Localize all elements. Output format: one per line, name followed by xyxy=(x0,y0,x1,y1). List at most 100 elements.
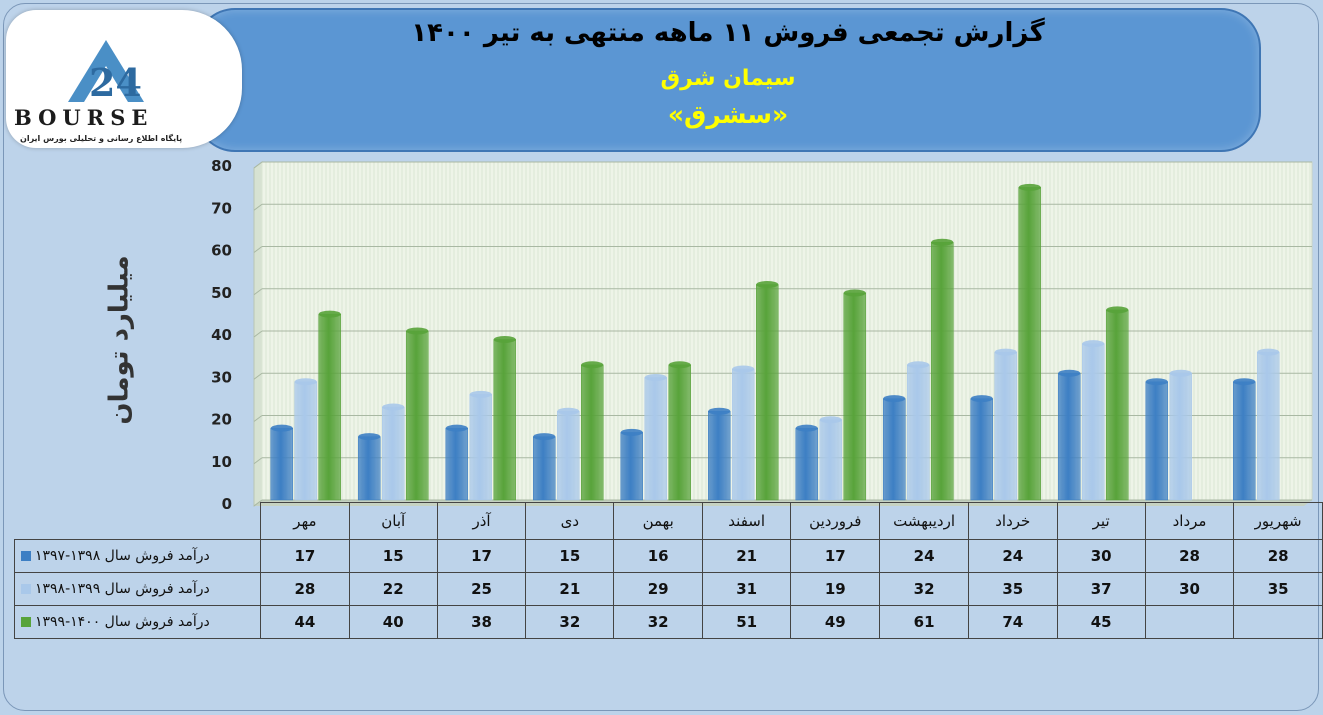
bar-cap xyxy=(557,407,580,415)
report-header: گزارش تجمعی فروش ۱۱ ماهه منتهی به تیر ۱۴… xyxy=(195,8,1261,152)
bar xyxy=(907,364,930,501)
month-label: خرداد xyxy=(968,502,1058,540)
series-legend-cell: درآمد فروش سال ۱۳۹۹-۱۳۹۸ xyxy=(13,572,262,606)
series-name: درآمد فروش سال ۱۳۹۸-۱۳۹۷ xyxy=(35,548,210,564)
month-label: شهریور xyxy=(1233,502,1323,540)
bar xyxy=(581,364,604,501)
ticker-symbol: «سشرق» xyxy=(667,100,789,129)
gridline-side xyxy=(253,161,263,169)
bar-cap xyxy=(732,365,755,373)
bar-cap xyxy=(819,416,842,424)
bar-cap xyxy=(1233,378,1256,386)
bar xyxy=(883,398,906,501)
bar-cap xyxy=(1169,369,1192,377)
data-label: 21 xyxy=(701,539,792,573)
data-label: 37 xyxy=(1056,572,1146,606)
bar-cap xyxy=(644,373,667,381)
bar-cap xyxy=(469,390,492,398)
bar xyxy=(819,419,842,501)
data-label xyxy=(1233,605,1323,639)
data-label: 44 xyxy=(260,605,350,639)
bar-cap xyxy=(620,428,643,436)
gridline-side xyxy=(253,246,263,253)
bar-cap xyxy=(708,407,731,415)
y-tick-label: 50 xyxy=(211,284,232,302)
bar xyxy=(756,284,779,501)
data-label: 30 xyxy=(1144,572,1235,606)
series-legend-cell: درآمد فروش سال ۱۳۹۸-۱۳۹۷ xyxy=(13,539,262,573)
data-label: 15 xyxy=(525,539,615,573)
data-label: 24 xyxy=(879,539,970,573)
table-header-row: مهر آبان آذر دی بهمن اسفند فروردین اردیبهشت خردا… xyxy=(15,502,1323,540)
bar-cap xyxy=(1257,348,1280,356)
bar xyxy=(1106,309,1129,501)
data-label: 29 xyxy=(613,572,703,606)
legend-swatch-icon xyxy=(21,617,31,627)
data-label: 28 xyxy=(1233,539,1323,573)
bar xyxy=(1169,373,1192,501)
logo-tagline: پایگاه اطلاع رسانی و تحلیلی بورس ایران xyxy=(20,134,183,143)
month-label: اسفند xyxy=(701,502,792,540)
bar xyxy=(533,436,556,501)
bar xyxy=(358,436,381,501)
bar xyxy=(931,242,954,501)
month-label: فروردین xyxy=(790,502,881,540)
bar-cap xyxy=(581,361,604,369)
table-row: درآمد فروش سال ۱۳۹۹-۱۳۹۸ 28 22 25 21 29 31 19 32… xyxy=(13,572,1323,606)
y-tick-label: 30 xyxy=(211,368,232,386)
data-label: 19 xyxy=(790,572,881,606)
bar xyxy=(795,427,818,501)
bar xyxy=(1145,381,1168,501)
bar-cap xyxy=(970,395,993,403)
series-name: درآمد فروش سال ۱۴۰۰-۱۳۹۹ xyxy=(35,614,210,630)
month-label: اردیبهشت xyxy=(879,502,970,540)
bar-cap xyxy=(1106,306,1129,314)
bar-cap xyxy=(1018,183,1041,191)
bar-cap xyxy=(795,424,818,432)
bar-cap xyxy=(382,403,405,411)
data-label: 21 xyxy=(525,572,615,606)
bar xyxy=(970,398,993,501)
data-label: 51 xyxy=(701,605,792,639)
logo-emblem-icon: 24 xyxy=(68,40,144,105)
bar xyxy=(732,368,755,501)
bar-cap xyxy=(406,327,429,335)
y-tick-label: 60 xyxy=(211,242,232,260)
month-label: تیر xyxy=(1056,502,1146,540)
data-label: 28 xyxy=(260,572,350,606)
series-name: درآمد فروش سال ۱۳۹۹-۱۳۹۸ xyxy=(35,581,210,597)
data-label xyxy=(1144,605,1235,639)
bar xyxy=(382,406,405,501)
legend-swatch-icon xyxy=(21,551,31,561)
month-label: آبان xyxy=(348,502,438,540)
bar xyxy=(1257,351,1280,501)
bar-cap xyxy=(445,424,468,432)
svg-text:24: 24 xyxy=(89,60,142,105)
data-label: 49 xyxy=(790,605,881,639)
month-label: مرداد xyxy=(1144,502,1235,540)
report-title: گزارش تجمعی فروش ۱۱ ماهه منتهی به تیر ۱۴… xyxy=(411,18,1045,48)
data-label: 35 xyxy=(1233,572,1323,606)
bar-cap xyxy=(1145,378,1168,386)
table-corner xyxy=(15,503,261,540)
bar xyxy=(493,339,516,501)
bar-cap xyxy=(1082,340,1105,348)
y-tick-label: 10 xyxy=(211,453,232,471)
data-label: 32 xyxy=(879,572,970,606)
y-tick-label: 0 xyxy=(222,495,232,513)
gridline-side xyxy=(253,457,263,465)
data-table: مهر آبان آذر دی بهمن اسفند فروردین اردیبهشت خردا… xyxy=(13,502,1323,639)
month-label: آذر xyxy=(436,502,527,540)
gridline-side xyxy=(253,372,263,380)
bar xyxy=(445,427,468,501)
bar xyxy=(557,411,580,501)
bar xyxy=(843,292,866,501)
bar xyxy=(668,364,691,501)
data-label: 38 xyxy=(436,605,527,639)
data-label: 32 xyxy=(613,605,703,639)
data-label: 32 xyxy=(525,605,615,639)
bar-cap xyxy=(270,424,293,432)
legend-swatch-icon xyxy=(21,584,31,594)
bar xyxy=(994,351,1017,501)
